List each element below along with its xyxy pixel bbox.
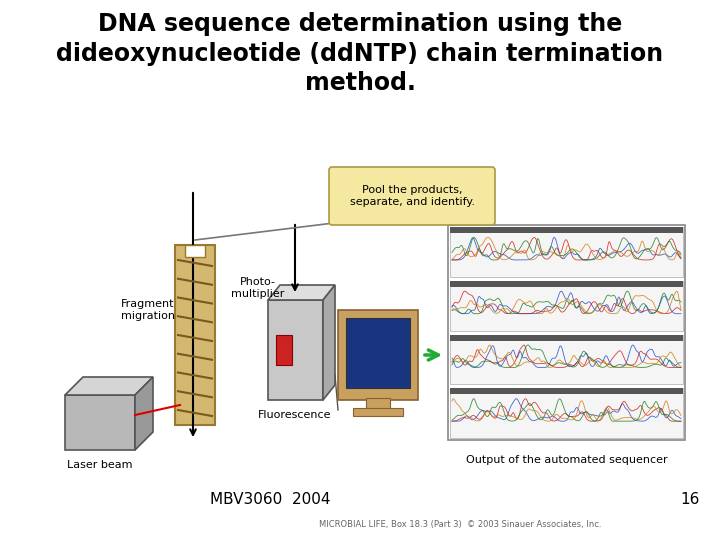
Text: MICROBIAL LIFE, Box 18.3 (Part 3)  © 2003 Sinauer Associates, Inc.: MICROBIAL LIFE, Box 18.3 (Part 3) © 2003… (319, 521, 601, 530)
Bar (353, 408, 403, 416)
Bar (450, 227, 683, 276)
Bar (268, 300, 323, 400)
Text: Laser beam: Laser beam (67, 460, 132, 470)
Bar (450, 388, 683, 438)
Bar (338, 310, 418, 400)
Bar (346, 318, 410, 388)
Bar (448, 225, 685, 440)
Text: Photo-
multiplier: Photo- multiplier (231, 277, 284, 299)
Bar (450, 334, 683, 341)
FancyBboxPatch shape (329, 167, 495, 225)
Bar (450, 227, 683, 233)
Bar (450, 334, 683, 384)
Text: Pool the products,
separate, and identify.: Pool the products, separate, and identif… (349, 185, 474, 207)
Text: DNA sequence determination using the
dideoxynucleotide (ddNTP) chain termination: DNA sequence determination using the did… (56, 12, 664, 96)
Text: Fragment
migration: Fragment migration (121, 299, 175, 321)
Bar (276, 335, 292, 365)
Polygon shape (135, 377, 153, 450)
Text: Fluorescence: Fluorescence (258, 410, 332, 420)
Text: MBV3060  2004: MBV3060 2004 (210, 492, 330, 508)
Polygon shape (323, 285, 335, 400)
Polygon shape (268, 285, 335, 300)
Text: Output of the automated sequencer: Output of the automated sequencer (466, 455, 667, 465)
Bar (175, 245, 215, 425)
Bar (450, 281, 683, 287)
Bar (366, 398, 390, 410)
Polygon shape (65, 377, 153, 395)
Bar (65, 395, 135, 450)
Bar (185, 245, 205, 257)
Bar (450, 388, 683, 394)
Bar (450, 281, 683, 330)
Text: 16: 16 (680, 492, 700, 508)
